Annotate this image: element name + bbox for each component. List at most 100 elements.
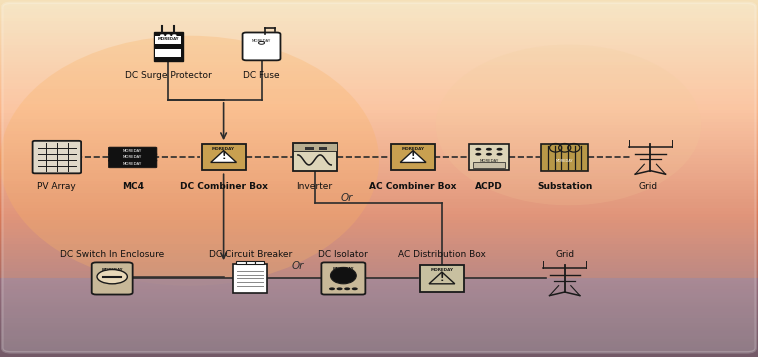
Text: !: !: [440, 273, 444, 283]
Bar: [0, 176, 758, 178]
Bar: [0, 193, 758, 196]
Text: MOREDAY: MOREDAY: [402, 147, 424, 151]
Ellipse shape: [0, 36, 379, 286]
FancyBboxPatch shape: [155, 36, 181, 44]
Bar: [0, 146, 758, 149]
Text: DC Fuse: DC Fuse: [243, 71, 280, 80]
Bar: [0, 9, 758, 12]
Text: MOREDAY: MOREDAY: [123, 162, 143, 166]
Bar: [0, 15, 758, 18]
Bar: [0, 113, 758, 116]
Text: MOREDAY: MOREDAY: [333, 267, 354, 271]
Bar: [0, 167, 758, 170]
Bar: [0, 354, 758, 357]
Bar: [0, 341, 758, 344]
Text: Or: Or: [292, 261, 304, 271]
FancyBboxPatch shape: [155, 49, 181, 57]
Circle shape: [475, 153, 481, 156]
Text: MOREDAY: MOREDAY: [479, 159, 499, 163]
Circle shape: [496, 153, 503, 156]
Ellipse shape: [436, 45, 701, 205]
FancyBboxPatch shape: [391, 144, 435, 171]
Bar: [0, 170, 758, 172]
Bar: [0, 104, 758, 107]
Bar: [0, 274, 758, 277]
FancyBboxPatch shape: [2, 3, 756, 352]
Bar: [0, 310, 758, 312]
Bar: [0, 331, 758, 333]
Bar: [0, 328, 758, 331]
Bar: [0, 352, 758, 355]
Text: Grid: Grid: [555, 250, 575, 259]
Bar: [0, 56, 758, 60]
Bar: [0, 333, 758, 336]
FancyBboxPatch shape: [108, 154, 157, 161]
Bar: [0, 74, 758, 77]
Circle shape: [337, 287, 343, 290]
Bar: [0, 217, 758, 220]
Bar: [0, 140, 758, 143]
Text: MOREDAY: MOREDAY: [123, 149, 143, 153]
Bar: [0, 262, 758, 265]
Bar: [0, 348, 758, 351]
Bar: [0, 12, 758, 15]
Bar: [0, 318, 758, 320]
Polygon shape: [400, 151, 426, 162]
Bar: [0, 110, 758, 113]
Bar: [0, 226, 758, 229]
Bar: [0, 310, 758, 312]
Circle shape: [496, 148, 503, 151]
Bar: [0, 98, 758, 101]
Bar: [0, 143, 758, 146]
Bar: [0, 122, 758, 125]
Bar: [0, 229, 758, 232]
Bar: [0, 45, 758, 47]
Bar: [0, 71, 758, 74]
Bar: [0, 256, 758, 259]
Bar: [0, 3, 758, 6]
Bar: [0, 318, 758, 321]
Bar: [0, 152, 758, 155]
FancyBboxPatch shape: [321, 262, 365, 295]
Bar: [0, 232, 758, 235]
Bar: [0, 268, 758, 271]
Bar: [0, 347, 758, 349]
FancyBboxPatch shape: [108, 160, 157, 168]
Bar: [0, 0, 758, 3]
Bar: [0, 297, 758, 300]
Text: DC Isolator: DC Isolator: [318, 250, 368, 259]
Bar: [0, 321, 758, 324]
Bar: [0, 339, 758, 341]
Circle shape: [475, 148, 481, 151]
FancyBboxPatch shape: [246, 261, 255, 264]
FancyBboxPatch shape: [233, 264, 267, 293]
Text: ACPD: ACPD: [475, 182, 503, 191]
Bar: [0, 306, 758, 310]
Bar: [0, 27, 758, 30]
Bar: [0, 69, 758, 71]
FancyBboxPatch shape: [154, 32, 183, 61]
FancyBboxPatch shape: [33, 141, 81, 173]
Text: Or: Or: [341, 193, 353, 203]
Bar: [0, 235, 758, 238]
Bar: [0, 86, 758, 89]
Text: Inverter: Inverter: [296, 182, 333, 191]
Bar: [0, 30, 758, 33]
Bar: [0, 250, 758, 253]
Bar: [0, 324, 758, 327]
Bar: [0, 134, 758, 137]
Bar: [0, 344, 758, 347]
Bar: [0, 190, 758, 193]
Bar: [0, 208, 758, 211]
Text: MOREDAY: MOREDAY: [556, 159, 574, 163]
Bar: [0, 51, 758, 54]
Bar: [0, 65, 758, 69]
Bar: [0, 89, 758, 92]
Bar: [0, 80, 758, 83]
Bar: [0, 281, 758, 284]
Bar: [0, 241, 758, 244]
Bar: [0, 181, 758, 185]
Bar: [0, 336, 758, 339]
Bar: [0, 54, 758, 56]
Bar: [0, 271, 758, 274]
